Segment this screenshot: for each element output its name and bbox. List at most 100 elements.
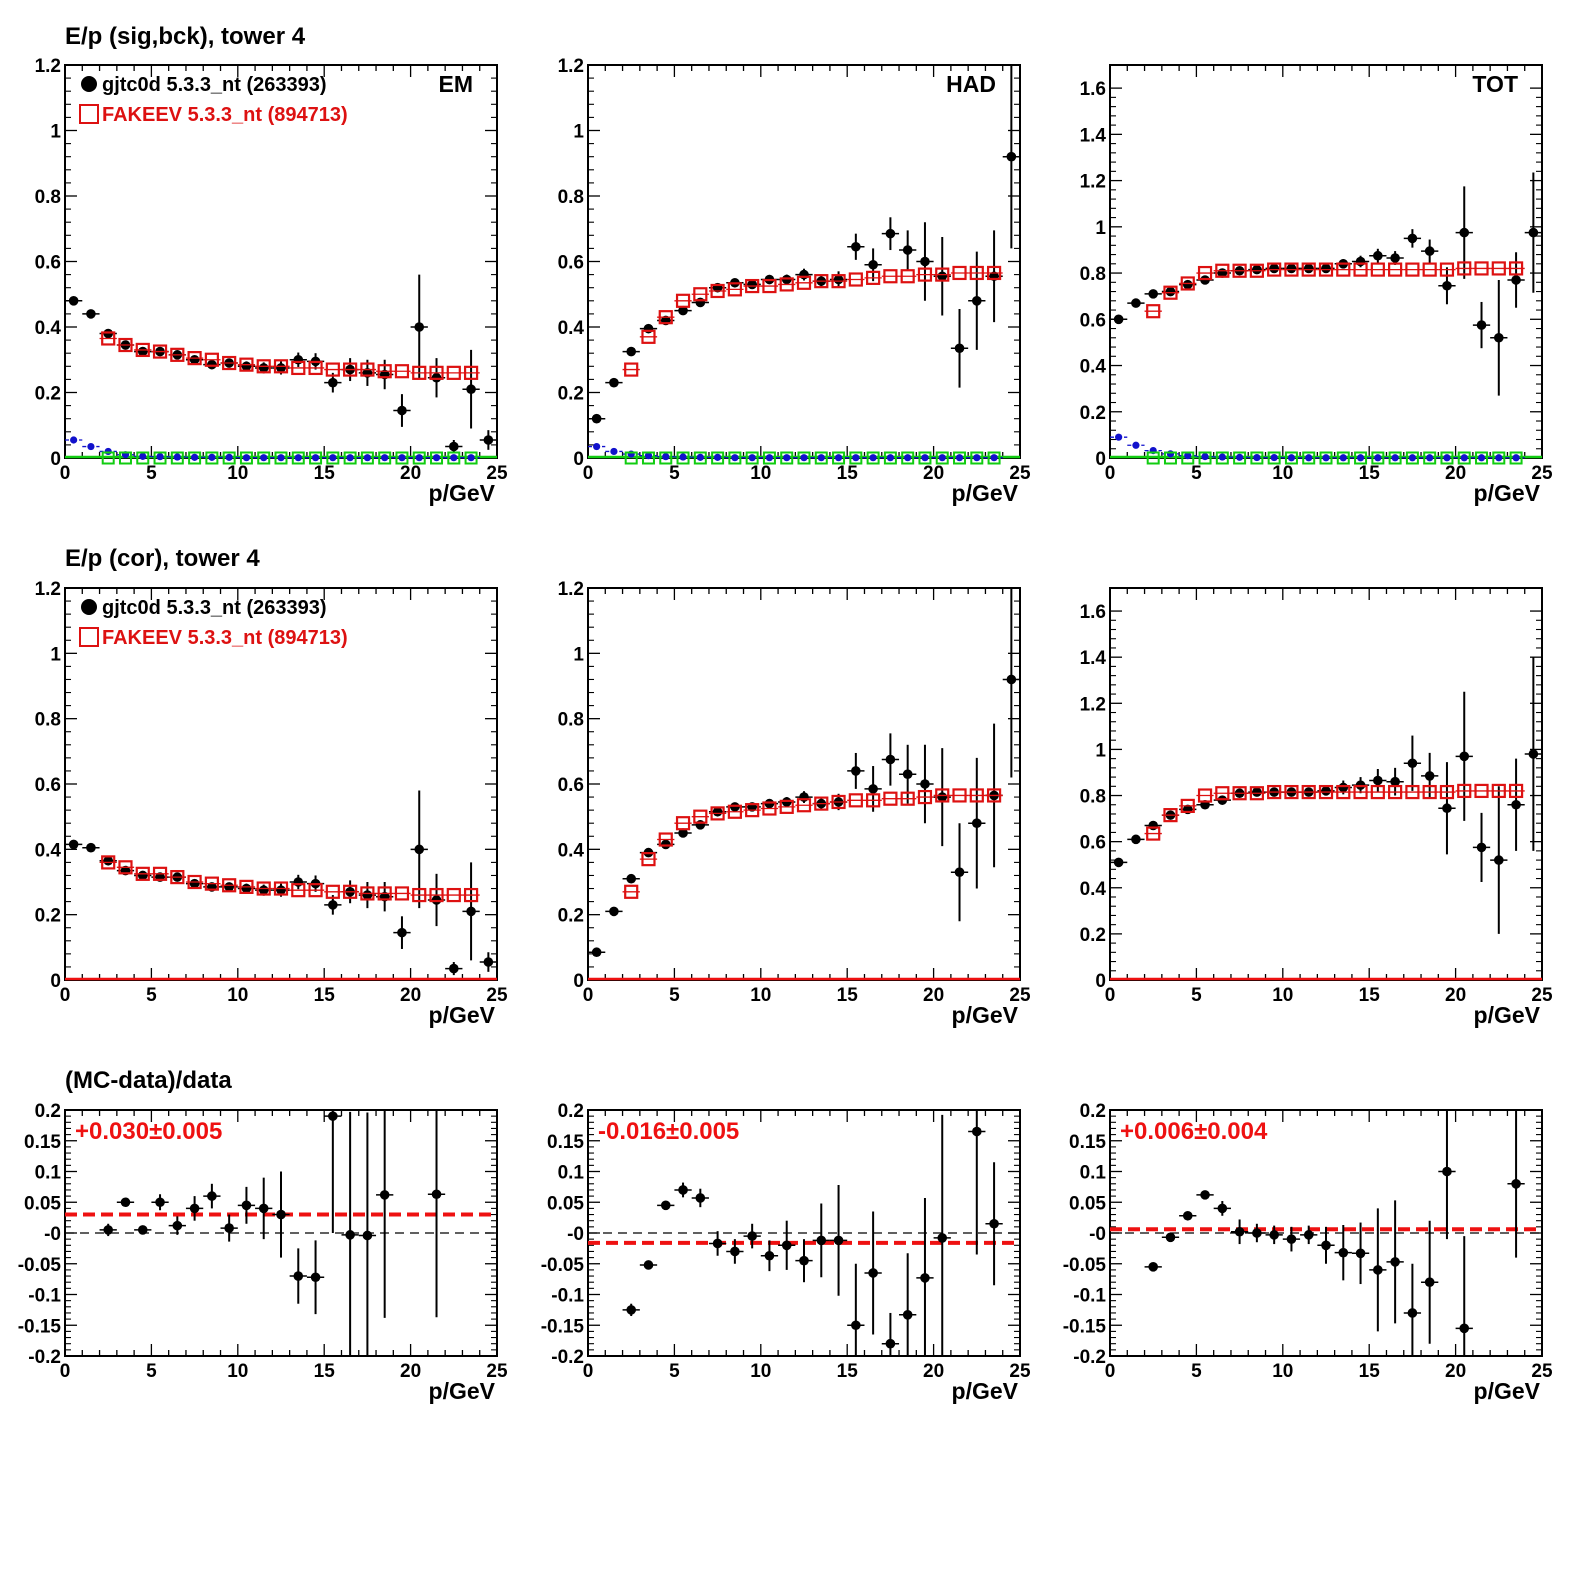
data-point	[954, 343, 965, 354]
background-point	[104, 447, 112, 456]
background-point	[87, 442, 95, 451]
background-point	[1236, 453, 1244, 461]
background-point	[1460, 454, 1468, 462]
x-tick-label: 10	[750, 1361, 771, 1382]
mc-point	[1197, 265, 1213, 281]
background-point	[1426, 454, 1434, 462]
y-tick-label: 0.15	[547, 1132, 584, 1153]
mc-point	[900, 791, 915, 806]
mc-point	[343, 362, 358, 377]
y-tick-label: 1.2	[1080, 172, 1106, 193]
series-mc	[1144, 261, 1525, 319]
chart-panel-0-2: 0 5 10 15 20 25 0 0.2 0.4 0.6 0.8 1 1.2 1.4 1.6 p/GeV TO…	[1080, 64, 1553, 506]
mc-point	[779, 799, 794, 814]
legend: gjtc0d 5.3.3_nt (263393) FAKEEV 5.3.3_nt …	[79, 597, 348, 649]
data-point	[1148, 1262, 1158, 1272]
data-point	[68, 296, 79, 306]
data-point	[1424, 1277, 1435, 1287]
background-point	[1287, 454, 1296, 462]
background-point	[139, 452, 147, 460]
data-point	[833, 1235, 844, 1246]
mc-background-point	[883, 451, 897, 465]
y-tick-label: 1	[50, 122, 61, 143]
background-point	[1408, 454, 1416, 462]
y-tick-label: 0.8	[558, 187, 584, 208]
background-point	[1166, 450, 1175, 458]
mc-point	[343, 884, 358, 899]
background-point	[156, 453, 164, 461]
mc-point	[1353, 262, 1368, 277]
x-axis-label: p/GeV	[1474, 1378, 1541, 1404]
mc-point	[273, 359, 289, 374]
mc-background-point	[118, 451, 132, 465]
data-point	[1006, 151, 1017, 162]
mc-point	[1180, 798, 1195, 814]
mc-background-point	[676, 451, 690, 465]
mc-point	[831, 274, 846, 289]
mc-point	[969, 788, 984, 803]
y-tick-label: 0.8	[35, 187, 61, 208]
data-point	[1390, 1257, 1400, 1267]
mc-point	[325, 362, 340, 377]
x-tick-label: 5	[146, 985, 157, 1006]
y-tick-label: 1.6	[1080, 602, 1106, 623]
y-tick-label: 1.2	[35, 56, 61, 77]
mc-point	[745, 803, 760, 818]
y-tick-label: -0.15	[1063, 1316, 1107, 1337]
mc-point	[693, 287, 708, 302]
background-point	[191, 453, 199, 461]
data-point	[695, 297, 706, 308]
mc-point	[377, 364, 392, 379]
data-point	[972, 296, 982, 306]
mc-point	[446, 887, 461, 903]
x-axis-label: p/GeV	[952, 1002, 1019, 1028]
x-tick-label: 15	[837, 463, 859, 484]
mc-background-point	[1163, 451, 1177, 465]
data-point	[1148, 289, 1158, 299]
background-point	[467, 454, 475, 462]
mc-point	[308, 883, 323, 898]
mc-background-point	[953, 451, 967, 465]
x-tick-label: 5	[1191, 985, 1202, 1006]
panel-corner-label: TOT	[1472, 71, 1518, 97]
chart-panel-1-0: 0 5 10 15 20 25 0 0.2 0.4 0.6 0.8 1 1.2 p/GeV gjtc0d 5…	[35, 579, 508, 1028]
x-tick-label: 0	[60, 463, 71, 484]
mc-point	[291, 360, 306, 376]
y-tick-label: 0.05	[24, 1193, 61, 1214]
chart-panel-1-1: 0 5 10 15 20 25 0 0.2 0.4 0.6 0.8 1 1.2 p/GeV	[558, 579, 1031, 1028]
y-tick-label: -0.05	[1063, 1255, 1107, 1276]
mc-background-point	[832, 451, 846, 465]
y-tick-label: 0.8	[558, 710, 584, 731]
mc-background-point	[326, 451, 340, 465]
y-tick-label: 0.6	[35, 775, 61, 796]
mc-background-point	[1509, 451, 1523, 465]
y-tick-label: 1.2	[35, 579, 61, 600]
background-point	[1270, 453, 1278, 462]
mc-point	[624, 884, 639, 899]
y-tick-label: 0.2	[558, 384, 584, 405]
data-point	[241, 1200, 252, 1211]
mc-point	[412, 365, 427, 380]
legend-data-marker	[81, 76, 97, 92]
series-mc	[622, 788, 1003, 899]
mc-background-point	[901, 451, 915, 465]
background-point	[225, 453, 233, 461]
legend: gjtc0d 5.3.3_nt (263393) FAKEEV 5.3.3_nt …	[79, 74, 348, 126]
mc-background-point	[970, 451, 984, 465]
mc-point	[658, 310, 673, 325]
series-mc	[99, 855, 480, 903]
mc-background-point	[987, 451, 1001, 465]
mc-point	[796, 798, 812, 813]
mc-point	[1474, 261, 1489, 276]
mc-point	[986, 265, 1002, 281]
data-point	[328, 900, 338, 910]
data-point	[466, 906, 476, 917]
mc-point	[308, 360, 323, 376]
background-point	[432, 454, 441, 462]
data-point	[483, 435, 494, 445]
mc-point	[101, 855, 116, 870]
row-title-cor: E/p (cor), tower 4	[65, 545, 260, 572]
background-point	[610, 447, 618, 456]
mc-background-point	[205, 451, 219, 465]
